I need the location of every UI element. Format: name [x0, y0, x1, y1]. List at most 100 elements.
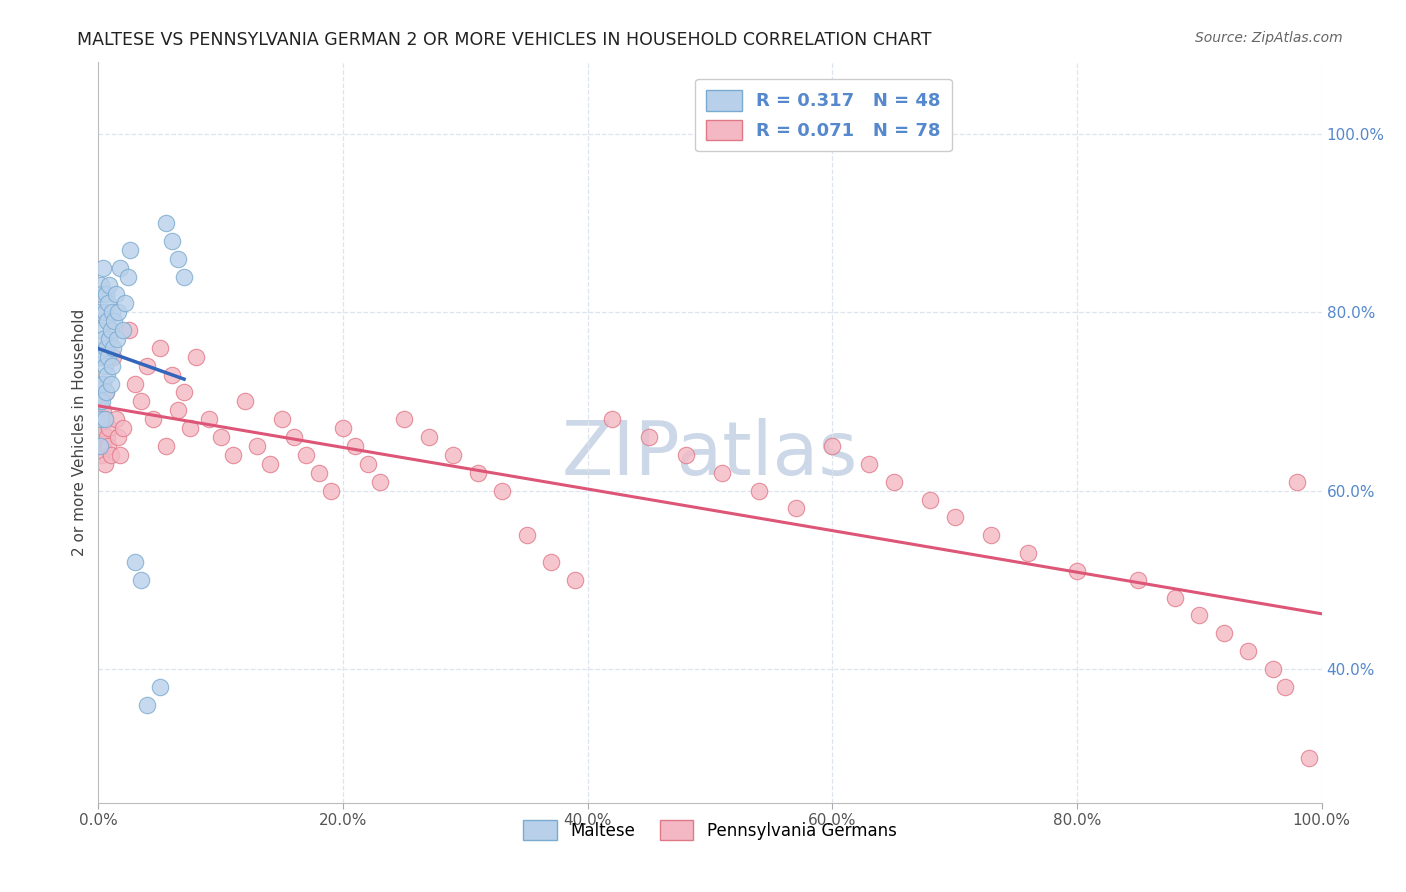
Text: ZIPatlas: ZIPatlas [562, 418, 858, 491]
Maltese [100, 376, 122, 391]
Pennsylvania Germans [97, 439, 120, 453]
Pennsylvania Germans [1237, 644, 1260, 658]
Pennsylvania Germans [160, 368, 183, 382]
Maltese [91, 332, 114, 346]
Pennsylvania Germans [332, 421, 354, 435]
Pennsylvania Germans [173, 385, 195, 400]
Maltese [89, 394, 111, 409]
Maltese [114, 296, 136, 310]
Maltese [101, 341, 124, 355]
Y-axis label: 2 or more Vehicles in Household: 2 or more Vehicles in Household [72, 309, 87, 557]
Pennsylvania Germans [270, 412, 294, 426]
Pennsylvania Germans [93, 412, 115, 426]
Maltese [96, 314, 118, 328]
Pennsylvania Germans [209, 430, 232, 444]
Pennsylvania Germans [179, 421, 201, 435]
Pennsylvania Germans [110, 448, 132, 462]
Pennsylvania Germans [392, 412, 416, 426]
Maltese [91, 350, 114, 364]
Maltese [104, 287, 127, 301]
Maltese [117, 269, 139, 284]
Pennsylvania Germans [233, 394, 256, 409]
Pennsylvania Germans [748, 483, 770, 498]
Legend: Maltese, Pennsylvania Germans: Maltese, Pennsylvania Germans [517, 814, 903, 847]
Maltese [160, 234, 183, 248]
Pennsylvania Germans [356, 457, 378, 471]
Pennsylvania Germans [283, 430, 305, 444]
Maltese [100, 323, 122, 337]
Pennsylvania Germans [111, 421, 134, 435]
Maltese [98, 278, 121, 293]
Pennsylvania Germans [943, 510, 966, 524]
Pennsylvania Germans [564, 573, 586, 587]
Pennsylvania Germans [149, 341, 172, 355]
Pennsylvania Germans [1261, 662, 1284, 676]
Maltese [94, 385, 117, 400]
Maltese [89, 439, 111, 453]
Pennsylvania Germans [1017, 546, 1039, 560]
Pennsylvania Germans [89, 430, 111, 444]
Maltese [94, 341, 117, 355]
Pennsylvania Germans [129, 394, 152, 409]
Pennsylvania Germans [883, 475, 905, 489]
Maltese [90, 323, 112, 337]
Text: MALTESE VS PENNSYLVANIA GERMAN 2 OR MORE VEHICLES IN HOUSEHOLD CORRELATION CHART: MALTESE VS PENNSYLVANIA GERMAN 2 OR MORE… [77, 31, 932, 49]
Maltese [91, 376, 114, 391]
Maltese [167, 252, 190, 266]
Pennsylvania Germans [308, 466, 330, 480]
Pennsylvania Germans [98, 421, 121, 435]
Maltese [124, 555, 146, 569]
Pennsylvania Germans [96, 430, 118, 444]
Pennsylvania Germans [920, 492, 942, 507]
Maltese [129, 573, 152, 587]
Maltese [120, 243, 142, 257]
Maltese [173, 269, 195, 284]
Pennsylvania Germans [91, 439, 114, 453]
Maltese [96, 368, 118, 382]
Pennsylvania Germans [89, 394, 111, 409]
Pennsylvania Germans [197, 412, 219, 426]
Maltese [94, 287, 117, 301]
Pennsylvania Germans [1212, 626, 1234, 640]
Pennsylvania Germans [858, 457, 880, 471]
Maltese [155, 216, 177, 230]
Maltese [93, 412, 115, 426]
Maltese [91, 394, 114, 409]
Maltese [103, 314, 125, 328]
Pennsylvania Germans [107, 430, 129, 444]
Maltese [90, 412, 112, 426]
Pennsylvania Germans [91, 403, 114, 417]
Pennsylvania Germans [118, 323, 141, 337]
Pennsylvania Germans [491, 483, 513, 498]
Text: Source: ZipAtlas.com: Source: ZipAtlas.com [1195, 31, 1343, 45]
Maltese [97, 296, 120, 310]
Pennsylvania Germans [441, 448, 464, 462]
Pennsylvania Germans [167, 403, 190, 417]
Maltese [91, 260, 114, 275]
Pennsylvania Germans [94, 385, 117, 400]
Maltese [98, 332, 121, 346]
Pennsylvania Germans [104, 412, 127, 426]
Pennsylvania Germans [467, 466, 489, 480]
Maltese [110, 260, 132, 275]
Pennsylvania Germans [1298, 751, 1320, 765]
Pennsylvania Germans [540, 555, 562, 569]
Maltese [93, 359, 115, 373]
Pennsylvania Germans [368, 475, 391, 489]
Maltese [101, 359, 124, 373]
Pennsylvania Germans [93, 457, 115, 471]
Pennsylvania Germans [90, 412, 112, 426]
Maltese [111, 323, 134, 337]
Pennsylvania Germans [295, 448, 318, 462]
Maltese [97, 350, 120, 364]
Pennsylvania Germans [1286, 475, 1309, 489]
Maltese [90, 278, 112, 293]
Pennsylvania Germans [100, 448, 122, 462]
Pennsylvania Germans [246, 439, 269, 453]
Pennsylvania Germans [344, 439, 367, 453]
Pennsylvania Germans [1128, 573, 1150, 587]
Pennsylvania Germans [515, 528, 537, 542]
Maltese [89, 350, 111, 364]
Maltese [89, 305, 111, 319]
Pennsylvania Germans [319, 483, 342, 498]
